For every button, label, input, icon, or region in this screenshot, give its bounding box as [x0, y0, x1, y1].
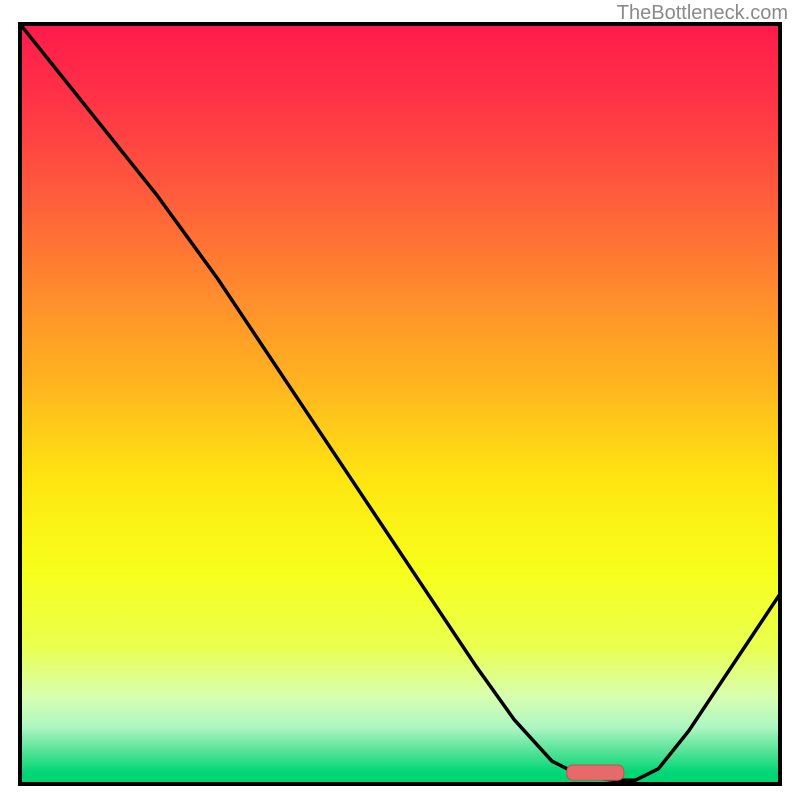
watermark-text: TheBottleneck.com	[617, 2, 788, 25]
chart-stage: TheBottleneck.com	[0, 0, 800, 800]
gradient-background	[20, 24, 780, 784]
optimal-marker	[567, 765, 624, 780]
chart-svg	[0, 0, 800, 800]
